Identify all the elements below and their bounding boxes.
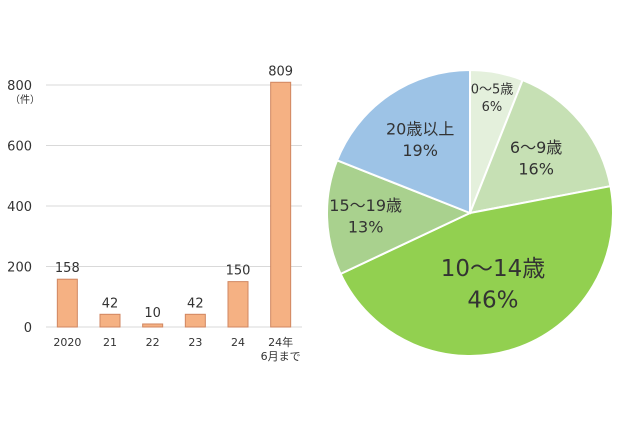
slice-label: 15～19歳: [329, 196, 402, 215]
y-tick-label: 0: [24, 321, 32, 336]
data-label: 809: [268, 64, 293, 79]
slice-label: 10～14歳: [441, 256, 546, 282]
slice-percent: 46%: [467, 287, 518, 313]
y-axis-unit-label: （件）: [10, 94, 40, 106]
data-label: 10: [144, 306, 161, 321]
data-labels: 158 42 10 42 150 809: [55, 64, 293, 321]
pie-slice: [468, 78, 612, 215]
slice-percent: 19%: [402, 141, 438, 160]
pie-slice: [339, 185, 614, 357]
x-tick-label: 24年: [268, 335, 293, 349]
pie-slice: [326, 159, 473, 276]
bar: [227, 281, 249, 328]
slice-percent: 6%: [482, 100, 503, 115]
bar: [56, 278, 78, 328]
pie-slices: [326, 68, 614, 357]
x-tick-label: 22: [146, 336, 160, 349]
bar: [270, 81, 292, 328]
slice-percent: 16%: [518, 160, 554, 179]
gridlines: [46, 84, 302, 328]
y-tick-label: 800: [7, 79, 32, 94]
pie-slice: [335, 68, 471, 215]
y-tick-label: 200: [7, 261, 32, 276]
x-tick-label: 24: [231, 336, 245, 349]
pie-chart: 0～5歳 6% 6～9歳 16% 10～14歳 46% 15～19歳 13% 20歳以上 19%: [326, 68, 614, 357]
slice-percent: 13%: [348, 218, 384, 237]
data-label: 42: [187, 296, 204, 311]
data-label: 42: [102, 296, 119, 311]
bar-chart: （件） 0 200 400 600 800 158 42 10 42 150 809 2020 21…: [7, 64, 302, 363]
slice-label: 6～9歳: [510, 138, 562, 157]
bar: [142, 323, 164, 328]
x-tick-label: 2020: [53, 336, 81, 349]
slice-label: 20歳以上: [386, 119, 454, 138]
y-tick-labels: 0 200 400 600 800: [7, 79, 32, 336]
bars: [56, 81, 292, 328]
x-tick-label: 6月まで: [261, 350, 301, 363]
bar: [184, 313, 206, 328]
data-label: 158: [55, 261, 80, 276]
slice-label: 0～5歳: [471, 83, 514, 98]
y-tick-label: 600: [7, 140, 32, 155]
data-label: 150: [226, 264, 251, 279]
y-tick-label: 400: [7, 200, 32, 215]
pie-labels: 0～5歳 6% 6～9歳 16% 10～14歳 46% 15～19歳 13% 20歳以上 19%: [329, 83, 562, 314]
bar: [99, 313, 121, 328]
x-tick-label: 23: [188, 336, 202, 349]
x-tick-label: 21: [103, 336, 117, 349]
